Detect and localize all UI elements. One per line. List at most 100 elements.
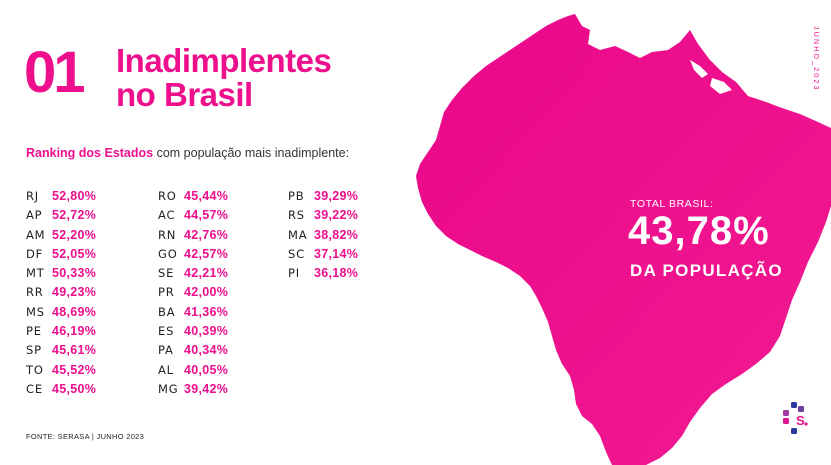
ranking-row: CE 45,50% bbox=[26, 380, 96, 399]
state-percentage: 39,29% bbox=[314, 189, 359, 203]
state-code: DF bbox=[26, 246, 44, 261]
total-subtitle: DA POPULAÇÃO bbox=[630, 261, 783, 280]
state-code: PA bbox=[158, 343, 174, 358]
state-percentage: 52,05% bbox=[52, 246, 97, 261]
amapa-coast-detail bbox=[690, 60, 708, 78]
ranking-column-1: RJ 52,80% AP 52,72% AM 52,20% DF 52,05% MT 50… bbox=[26, 187, 96, 399]
ranking-row: MG 39,42% bbox=[158, 380, 228, 399]
state-code: PR bbox=[158, 285, 175, 300]
state-percentage: 42,57% bbox=[184, 246, 229, 261]
state-code: ES bbox=[158, 324, 175, 339]
ranking-row: PI 36,18% bbox=[288, 264, 358, 283]
state-code: MS bbox=[26, 304, 45, 319]
state-percentage: 52,20% bbox=[52, 227, 97, 242]
ranking-row: MT 50,33% bbox=[26, 264, 96, 283]
state-code: SE bbox=[158, 266, 175, 281]
source-note: FONTE: SERASA | JUNHO 2023 bbox=[26, 432, 145, 441]
state-code: SP bbox=[26, 343, 42, 358]
ranking-row: ES 40,39% bbox=[158, 322, 228, 341]
date-label-vertical: JUNHO_2023 bbox=[812, 26, 819, 92]
state-code: AP bbox=[26, 208, 43, 223]
ranking-row: RR 49,23% bbox=[26, 283, 96, 302]
state-percentage: 50,33% bbox=[52, 266, 97, 281]
ranking-row: RN 42,76% bbox=[158, 226, 228, 245]
ranking-row: TO 45,52% bbox=[26, 361, 96, 380]
ranking-row: PR 42,00% bbox=[158, 283, 228, 302]
ranking-subtitle: Ranking dos Estados com população mais i… bbox=[26, 146, 349, 160]
state-code: RS bbox=[288, 208, 305, 223]
ranking-row: AP 52,72% bbox=[26, 206, 96, 225]
title-line-1: Inadimplentes bbox=[116, 42, 332, 79]
state-code: SC bbox=[288, 246, 305, 261]
ranking-column-2: RO 45,44% AC 44,57% RN 42,76% GO 42,57% SE 42… bbox=[158, 187, 228, 399]
state-percentage: 41,36% bbox=[184, 304, 229, 319]
ranking-row: PB 39,29% bbox=[288, 187, 358, 206]
state-code: RO bbox=[158, 189, 177, 203]
ranking-row: RO 45,44% bbox=[158, 187, 228, 206]
ranking-row: SE 42,21% bbox=[158, 264, 228, 283]
state-percentage: 44,57% bbox=[184, 208, 229, 223]
state-code: MA bbox=[288, 227, 308, 242]
svg-text:S: S bbox=[796, 413, 805, 428]
state-percentage: 46,19% bbox=[52, 324, 97, 339]
ranking-subtitle-rest: com população mais inadimplente: bbox=[153, 146, 350, 160]
ranking-row: SC 37,14% bbox=[288, 245, 358, 264]
state-percentage: 45,50% bbox=[52, 381, 97, 396]
state-code: MG bbox=[158, 381, 179, 396]
state-percentage: 39,42% bbox=[184, 381, 229, 396]
ranking-row: BA 41,36% bbox=[158, 303, 228, 322]
page-title: Inadimplentes no Brasil bbox=[116, 42, 332, 113]
state-code: AC bbox=[158, 208, 176, 223]
state-code: AL bbox=[158, 362, 174, 377]
ranking-row: RS 39,22% bbox=[288, 206, 358, 225]
state-percentage: 45,61% bbox=[52, 343, 97, 358]
state-percentage: 49,23% bbox=[52, 285, 97, 300]
state-percentage: 45,44% bbox=[184, 189, 229, 203]
state-code: PB bbox=[288, 189, 305, 203]
state-code: GO bbox=[158, 246, 178, 261]
state-code: AM bbox=[26, 227, 46, 242]
state-percentage: 52,72% bbox=[52, 208, 97, 223]
total-label: TOTAL BRASIL: bbox=[630, 198, 714, 210]
total-value: 43,78% bbox=[628, 209, 770, 253]
ranking-row: DF 52,05% bbox=[26, 245, 96, 264]
brazil-map-shape bbox=[416, 14, 831, 465]
ranking-row: GO 42,57% bbox=[158, 245, 228, 264]
ranking-row: AM 52,20% bbox=[26, 226, 96, 245]
ranking-column-3: PB 39,29% RS 39,22% MA 38,82% SC 37,14% PI 36… bbox=[288, 187, 358, 283]
ranking-row: SP 45,61% bbox=[26, 341, 96, 360]
state-code: RR bbox=[26, 285, 44, 300]
state-code: BA bbox=[158, 304, 176, 319]
state-percentage: 40,39% bbox=[184, 324, 229, 339]
state-percentage: 40,34% bbox=[184, 343, 229, 358]
state-percentage: 48,69% bbox=[52, 304, 97, 319]
state-percentage: 37,14% bbox=[314, 246, 359, 261]
state-percentage: 36,18% bbox=[314, 266, 359, 281]
ranking-row: PA 40,34% bbox=[158, 341, 228, 360]
state-percentage: 42,21% bbox=[184, 266, 229, 281]
state-code: PE bbox=[26, 324, 42, 339]
state-code: RJ bbox=[26, 189, 39, 203]
state-code: RN bbox=[158, 227, 177, 242]
title-line-2: no Brasil bbox=[116, 76, 253, 113]
state-percentage: 38,82% bbox=[314, 227, 359, 242]
section-number: 01 bbox=[24, 40, 85, 105]
state-code: MT bbox=[26, 266, 45, 281]
state-code: TO bbox=[26, 362, 44, 377]
ranking-subtitle-highlight: Ranking dos Estados bbox=[26, 146, 154, 160]
state-code: CE bbox=[26, 381, 43, 396]
ranking-row: AL 40,05% bbox=[158, 361, 228, 380]
ranking-row: PE 46,19% bbox=[26, 322, 96, 341]
state-percentage: 40,05% bbox=[184, 362, 229, 377]
state-code: PI bbox=[288, 266, 300, 281]
ranking-row: RJ 52,80% bbox=[26, 187, 96, 206]
state-percentage: 45,52% bbox=[52, 362, 97, 377]
state-percentage: 39,22% bbox=[314, 208, 359, 223]
marajo-island-detail bbox=[710, 78, 732, 94]
ranking-row: AC 44,57% bbox=[158, 206, 228, 225]
state-percentage: 42,00% bbox=[184, 285, 229, 300]
state-percentage: 52,80% bbox=[52, 189, 97, 203]
state-percentage: 42,76% bbox=[184, 227, 229, 242]
ranking-row: MA 38,82% bbox=[288, 226, 358, 245]
